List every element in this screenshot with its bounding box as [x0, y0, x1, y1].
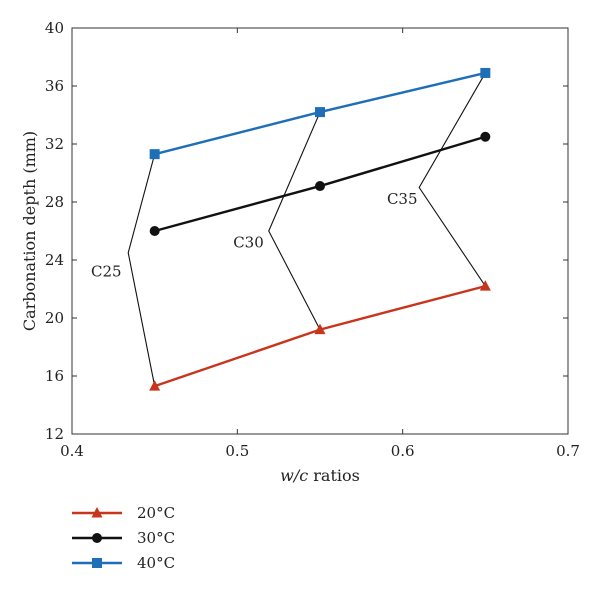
legend-marker	[91, 507, 103, 518]
legend-marker	[92, 533, 102, 543]
legend: 20°C 30°C 40°C	[72, 504, 175, 572]
annotation-label: C35	[387, 190, 418, 208]
y-tick-label: 12	[45, 425, 64, 443]
y-axis-label: Carbonation depth (mm)	[20, 131, 39, 331]
y-tick-label: 28	[45, 193, 64, 211]
x-tick-label: 0.7	[556, 442, 580, 460]
x-axis-label-italic: w/c	[280, 466, 308, 485]
plot-frame	[71, 27, 569, 435]
plot-area: 0.4 0.5 0.6 0.7 12 16 20 24 28 32 36 40 w/c ratios Ca…	[20, 19, 580, 485]
legend-label: 40°C	[137, 554, 175, 572]
x-tick-label: 0.6	[391, 442, 415, 460]
annotation-connector	[418, 72, 486, 287]
y-tick-label: 36	[45, 77, 64, 95]
x-tick-label: 0.5	[225, 442, 249, 460]
y-tick-label: 16	[45, 367, 64, 385]
y-tick-label: 20	[45, 309, 64, 327]
data-point	[314, 323, 326, 335]
legend-label: 20°C	[137, 504, 175, 522]
data-point	[479, 280, 491, 291]
legend-marker	[92, 558, 102, 568]
annotation-connector	[268, 111, 321, 330]
annotation-label: C30	[233, 234, 264, 252]
series-line	[154, 284, 486, 388]
x-axis-label: w/c ratios	[280, 466, 360, 485]
y-tick-label: 24	[45, 251, 64, 269]
legend-label: 30°C	[137, 529, 175, 547]
x-axis-label-rest: ratios	[308, 466, 360, 485]
data-point	[149, 226, 160, 236]
data-point	[315, 181, 325, 192]
x-tick-label: 0.4	[60, 442, 84, 460]
data-point	[480, 67, 491, 78]
data-point	[149, 380, 161, 391]
data-point	[149, 149, 160, 160]
y-tick-label: 32	[45, 135, 64, 153]
data-point	[480, 131, 491, 142]
annotation-label: C25	[91, 263, 122, 281]
y-tick-label: 40	[45, 19, 64, 37]
annotation-connector	[127, 154, 156, 387]
data-point	[315, 107, 325, 118]
